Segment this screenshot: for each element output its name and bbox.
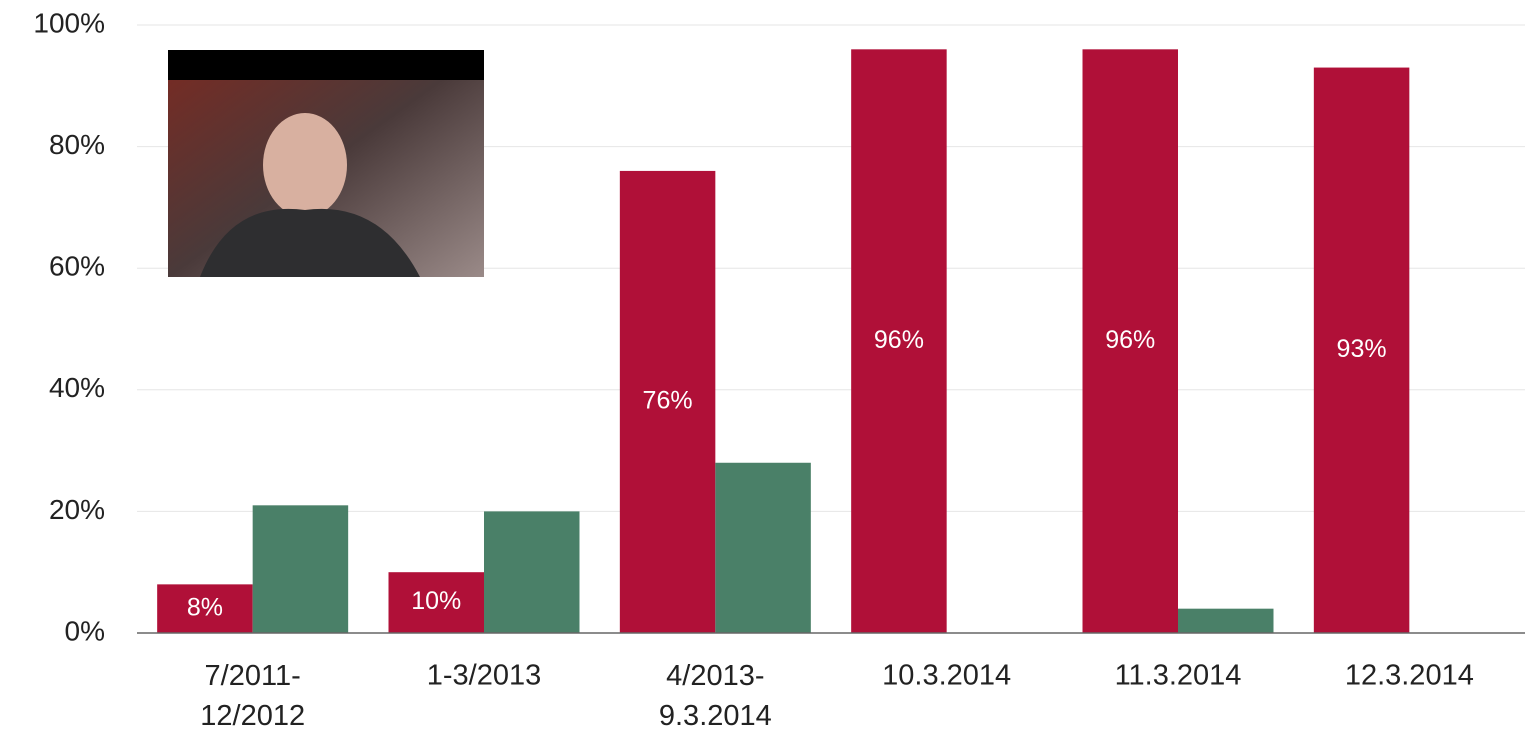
y-tick-label: 60% [49, 251, 105, 282]
y-tick-label: 100% [33, 7, 105, 38]
y-tick-label: 40% [49, 372, 105, 403]
y-tick-label: 80% [49, 129, 105, 160]
bar [1178, 609, 1274, 633]
bar [253, 505, 349, 633]
value-label: 76% [643, 387, 693, 415]
value-label: 8% [187, 593, 223, 621]
value-label: 96% [1105, 326, 1155, 354]
x-tick-label: 11.3.2014 [1115, 660, 1242, 692]
photo-face [263, 113, 347, 217]
value-label: 93% [1337, 335, 1387, 363]
chart: 0% 20% 40% 60% 80% 100% 8% 10% 76% 96% 96% 93% 7/201… [0, 0, 1531, 738]
photo [168, 50, 484, 277]
x-tick-label: 7/2011-12/2012 [200, 660, 305, 732]
photo-band [168, 50, 484, 80]
value-label: 96% [874, 326, 924, 354]
bar [484, 511, 580, 633]
x-tick-label: 4/2013-9.3.2014 [659, 660, 772, 732]
y-tick-label: 20% [49, 494, 105, 525]
x-tick-label: 12.3.2014 [1345, 660, 1474, 692]
x-tick-label: 10.3.2014 [882, 660, 1011, 692]
x-tick-label: 1-3/2013 [427, 660, 542, 692]
value-label: 10% [411, 587, 461, 615]
y-tick-label: 0% [65, 615, 105, 646]
bar [715, 463, 811, 633]
